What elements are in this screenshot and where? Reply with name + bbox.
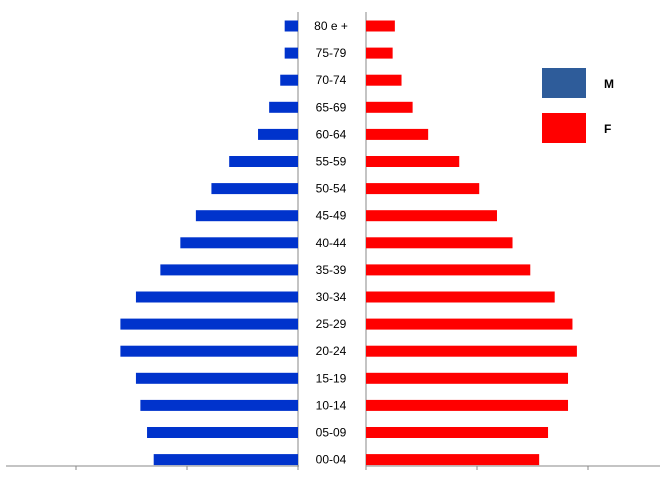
male-bar-30-34 xyxy=(135,291,298,303)
age-group-label: 40-44 xyxy=(316,236,347,250)
age-group-label: 55-59 xyxy=(316,155,347,169)
legend-label-f: F xyxy=(604,122,611,136)
female-bar-50-54 xyxy=(366,183,480,195)
male-bar-50-54 xyxy=(211,183,298,195)
female-bar-15-19 xyxy=(366,372,569,384)
age-group-label: 35-39 xyxy=(316,263,347,277)
age-group-label: 75-79 xyxy=(316,46,347,60)
female-bar-75-79 xyxy=(366,47,393,59)
age-group-label: 25-29 xyxy=(316,317,347,331)
age-group-label: 30-34 xyxy=(316,290,347,304)
legend-swatch-m xyxy=(542,68,586,98)
female-bar-55-59 xyxy=(366,156,460,167)
age-group-label: 60-64 xyxy=(316,127,347,141)
age-group-labels: 80 e + 75-79 70-74 65-69 60-64 55-59 50-54 45-4… xyxy=(314,19,348,467)
female-bars xyxy=(366,20,577,466)
female-bar-10-14 xyxy=(366,399,569,411)
male-bar-45-49 xyxy=(195,210,298,222)
male-bar-20-24 xyxy=(120,345,299,357)
male-bar-00-04 xyxy=(153,454,298,466)
male-bar-55-59 xyxy=(229,156,298,167)
female-bar-35-39 xyxy=(366,264,531,276)
female-bar-80e+ xyxy=(366,20,395,32)
female-bar-40-44 xyxy=(366,237,513,249)
male-bar-10-14 xyxy=(140,399,298,411)
male-bar-60-64 xyxy=(258,128,298,140)
male-bar-65-69 xyxy=(269,101,298,113)
male-bar-80e+ xyxy=(284,20,298,32)
male-bar-05-09 xyxy=(147,427,298,438)
female-bar-00-04 xyxy=(366,454,540,466)
female-bar-20-24 xyxy=(366,345,577,357)
male-bar-75-79 xyxy=(284,47,298,59)
male-bar-15-19 xyxy=(135,372,298,384)
male-bar-70-74 xyxy=(280,74,298,86)
legend: MF xyxy=(542,68,614,143)
female-bar-65-69 xyxy=(366,101,413,113)
male-bar-35-39 xyxy=(160,264,298,276)
female-bar-25-29 xyxy=(366,318,573,330)
age-group-label: 10-14 xyxy=(316,398,347,412)
age-group-label: 65-69 xyxy=(316,100,347,114)
male-bar-40-44 xyxy=(180,237,298,249)
male-bar-25-29 xyxy=(120,318,299,330)
age-group-label: 80 e + xyxy=(314,19,348,33)
female-bar-70-74 xyxy=(366,74,402,86)
female-bar-60-64 xyxy=(366,128,429,140)
age-group-label: 15-19 xyxy=(316,371,347,385)
age-group-label: 45-49 xyxy=(316,209,347,223)
female-bar-05-09 xyxy=(366,427,549,438)
age-group-label: 70-74 xyxy=(316,73,347,87)
male-bars xyxy=(120,20,299,466)
legend-label-m: M xyxy=(604,77,614,91)
age-group-label: 20-24 xyxy=(316,344,347,358)
female-bar-30-34 xyxy=(366,291,555,303)
age-group-label: 50-54 xyxy=(316,182,347,196)
age-group-label: 05-09 xyxy=(316,426,347,440)
legend-swatch-f xyxy=(542,113,586,143)
female-bar-45-49 xyxy=(366,210,497,222)
age-group-label: 00-04 xyxy=(316,453,347,467)
